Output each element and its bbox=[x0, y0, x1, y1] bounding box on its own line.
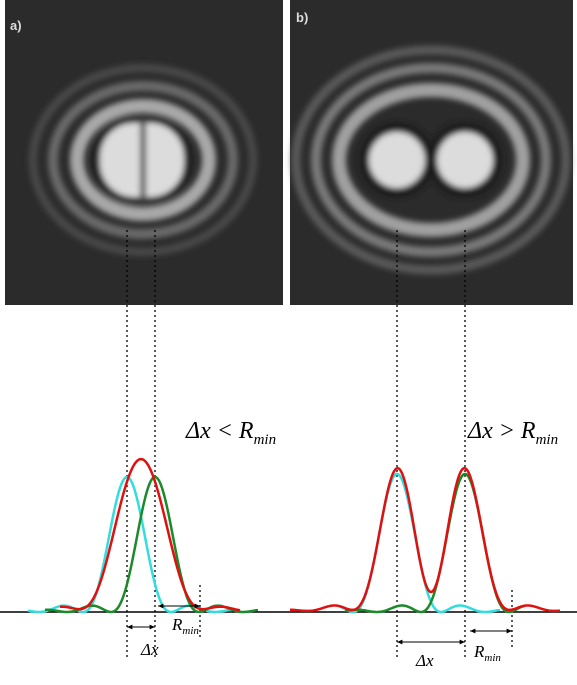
profile-right bbox=[45, 475, 259, 614]
profiles bbox=[27, 457, 560, 614]
image-a: a) bbox=[5, 0, 283, 305]
relation: Δx > Rmin bbox=[467, 418, 558, 448]
dx-label: Δx bbox=[415, 651, 434, 670]
profile-sum bbox=[59, 457, 241, 612]
profile-sum bbox=[289, 466, 560, 613]
relation: Δx < Rmin bbox=[185, 418, 276, 448]
panel-label: a) bbox=[10, 18, 22, 33]
profile-left bbox=[27, 475, 239, 614]
profile-right bbox=[344, 472, 526, 614]
r-label: Rmin bbox=[473, 642, 501, 664]
panel-label: b) bbox=[296, 10, 308, 25]
r-label: Rmin bbox=[171, 615, 199, 637]
image-b: b) bbox=[290, 0, 573, 305]
dx-label: Δx bbox=[140, 640, 159, 659]
